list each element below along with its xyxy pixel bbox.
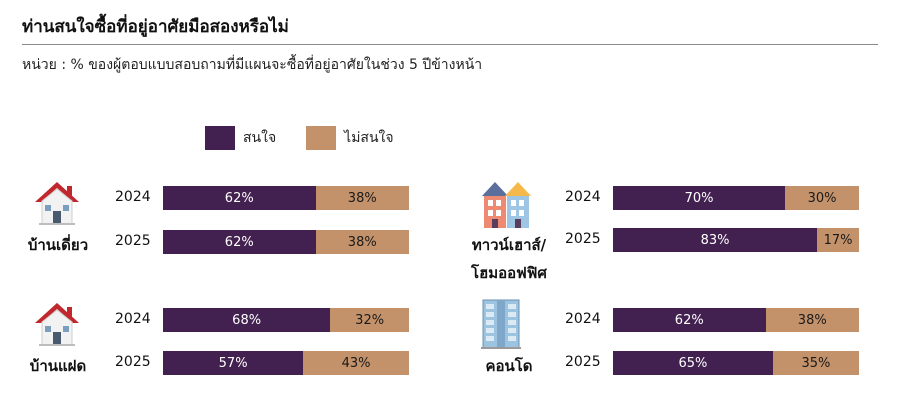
- year-label: 2024: [115, 189, 151, 205]
- bar-segment-not-interested: 35%: [772, 351, 859, 375]
- chart-subtitle: หน่วย : % ของผู้ตอบแบบสอบถามที่มีแผนจะซื…: [22, 57, 483, 73]
- bar-segment-interested: 70%: [613, 186, 786, 210]
- legend: สนใจ ไม่สนใจ: [205, 126, 424, 150]
- stacked-bar-condo-2025: 65% 35%: [613, 351, 859, 375]
- stacked-bar-townhouse-2024: 70% 30%: [613, 186, 859, 210]
- legend-label-not-interested: ไม่สนใจ: [344, 130, 394, 146]
- stacked-bar-twin-2025: 57% 43%: [163, 351, 409, 375]
- house-icon: [35, 182, 79, 225]
- year-label: 2025: [565, 231, 601, 247]
- bar-segment-not-interested: 38%: [315, 230, 409, 254]
- bar-segment-interested: 62%: [163, 230, 316, 254]
- bar-segment-interested: 68%: [163, 308, 331, 332]
- category-label-detached: บ้านเดี่ยว: [27, 236, 89, 254]
- year-label: 2024: [115, 311, 151, 327]
- year-label: 2024: [565, 189, 601, 205]
- legend-label-interested: สนใจ: [243, 130, 277, 146]
- stacked-bar-detached-2025: 62% 38%: [163, 230, 409, 254]
- year-label: 2025: [115, 354, 151, 370]
- category-label-twin: บ้านแฝด: [29, 357, 87, 375]
- bar-segment-not-interested: 17%: [817, 228, 859, 252]
- bar-segment-not-interested: 32%: [330, 308, 409, 332]
- bar-segment-interested: 62%: [613, 308, 766, 332]
- bar-segment-not-interested: 38%: [765, 308, 859, 332]
- bar-segment-interested: 62%: [163, 186, 316, 210]
- stacked-bar-twin-2024: 68% 32%: [163, 308, 409, 332]
- legend-swatch-not-interested: [306, 126, 337, 150]
- legend-swatch-interested: [205, 126, 235, 150]
- stacked-bar-townhouse-2025: 83% 17%: [613, 228, 859, 252]
- townhouse-icon: [482, 182, 531, 228]
- bar-segment-interested: 65%: [613, 351, 773, 375]
- category-label-townhouse: ทาวน์เฮาส์/: [471, 236, 547, 254]
- category-label-condo: คอนโด: [485, 357, 533, 375]
- bar-segment-not-interested: 43%: [303, 351, 409, 375]
- legend-item-not-interested: ไม่สนใจ: [306, 126, 394, 150]
- stacked-bar-detached-2024: 62% 38%: [163, 186, 409, 210]
- bar-segment-interested: 57%: [163, 351, 304, 375]
- legend-item-interested: สนใจ: [205, 126, 276, 150]
- year-label: 2025: [115, 233, 151, 249]
- condo-building-icon: [481, 299, 521, 349]
- bar-segment-not-interested: 30%: [785, 186, 859, 210]
- year-label: 2024: [565, 311, 601, 327]
- stacked-bar-condo-2024: 62% 38%: [613, 308, 859, 332]
- category-label-townhouse: โฮมออฟฟิศ: [471, 264, 547, 282]
- house-icon: [35, 303, 79, 346]
- bar-segment-interested: 83%: [613, 228, 818, 252]
- title-divider: [22, 44, 878, 45]
- year-label: 2025: [565, 354, 601, 370]
- bar-segment-not-interested: 38%: [315, 186, 409, 210]
- chart-title: ท่านสนใจซื้อที่อยู่อาศัยมือสองหรือไม่: [22, 17, 289, 37]
